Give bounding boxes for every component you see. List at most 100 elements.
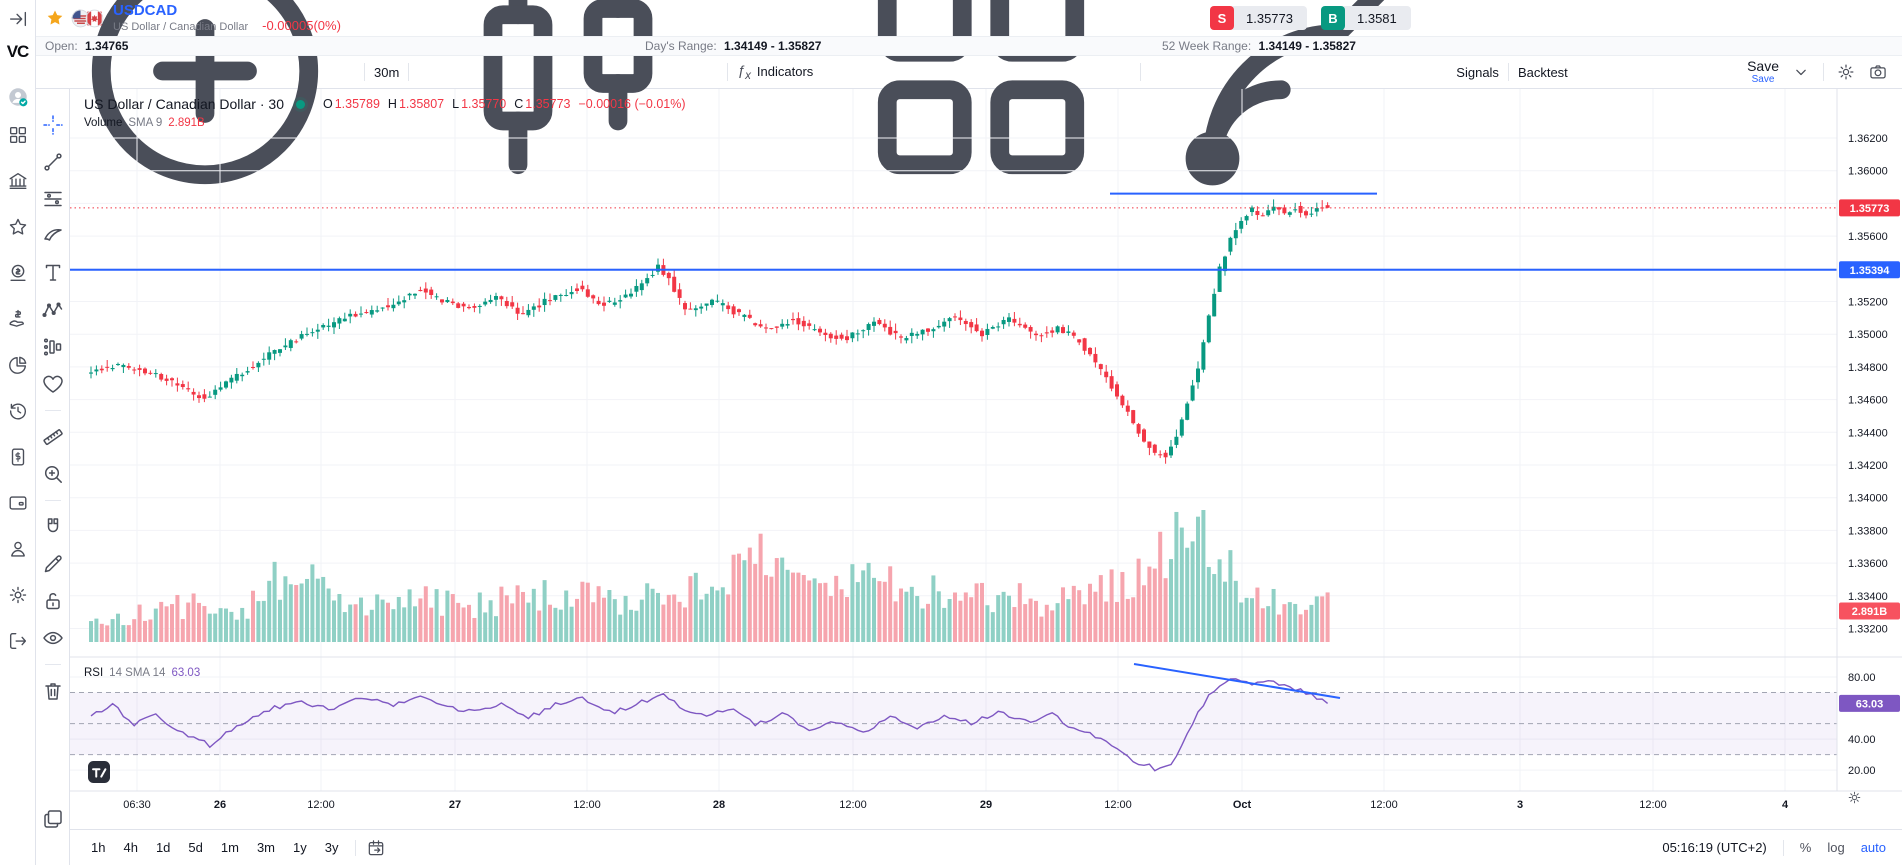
ohlc-l-label: L [452,97,460,111]
favorite-star-icon[interactable] [45,8,65,28]
payout-icon[interactable] [7,308,29,330]
coin-icon[interactable] [7,262,29,284]
legend-title[interactable]: US Dollar / Canadian Dollar · 30 [84,96,284,112]
range-1y[interactable]: 1y [293,840,307,855]
trash-icon[interactable] [41,679,65,703]
symbol-change: -0.00005(0%) [262,17,341,33]
range-4h[interactable]: 4h [123,840,138,855]
forecast-icon[interactable] [41,335,65,359]
range-5d[interactable]: 5d [188,840,203,855]
nav-rail: VC [0,0,36,865]
buy-button[interactable]: B [1321,6,1345,30]
svg-text:12:00: 12:00 [307,799,335,811]
lock-icon[interactable] [41,589,65,613]
gear-icon[interactable] [1836,62,1856,82]
avatar[interactable] [7,86,29,108]
wallet-icon[interactable] [7,492,29,514]
brush-icon[interactable] [41,224,65,248]
pie-chart-icon[interactable] [7,354,29,376]
buy-quote[interactable]: B 1.3581 [1321,6,1411,30]
signals-button[interactable]: Signals [1141,0,1508,224]
profile-icon[interactable] [7,538,29,560]
eye-icon[interactable] [41,626,65,650]
divider [44,664,61,665]
star-icon[interactable] [7,216,29,238]
layers-icon[interactable] [41,807,65,831]
vc-logo[interactable]: VC [6,42,30,61]
svg-text:1.35394: 1.35394 [1850,265,1891,277]
divider [1782,839,1784,856]
history-icon[interactable] [7,400,29,422]
svg-text:Oct: Oct [1233,799,1252,811]
logout-icon[interactable] [7,630,29,652]
price-chart-canvas[interactable]: 1.36200 1.36000 1.35600 1.35200 1.35000 1.348… [70,89,1902,829]
camera-icon[interactable] [1868,62,1888,82]
svg-text:1.34600: 1.34600 [1848,395,1888,407]
svg-text:26: 26 [214,799,226,811]
rsi-label[interactable]: RSI [84,667,104,679]
trendline-icon[interactable] [41,150,65,174]
divider [1140,63,1142,81]
svg-text:1.35000: 1.35000 [1848,329,1888,341]
divider [1823,63,1824,81]
sell-price: 1.35773 [1230,6,1307,30]
zoom-in-icon[interactable] [41,462,65,486]
percent-scale-button[interactable]: % [1799,840,1812,855]
clock[interactable]: 05:16:19 (UTC+2) [1662,840,1767,855]
open-label: Open: [45,39,78,53]
days-range-label: Day's Range: [645,39,717,53]
apps-grid-icon[interactable] [7,124,29,146]
range-1m[interactable]: 1m [220,840,239,855]
divider [1507,63,1509,81]
sell-button[interactable]: S [1210,6,1234,30]
go-to-date-icon[interactable] [366,838,386,858]
divider [44,410,61,411]
divider [727,63,729,81]
range-3y[interactable]: 3y [324,840,339,855]
range-1h[interactable]: 1h [91,840,106,855]
heart-icon[interactable] [41,372,65,396]
auto-scale-button[interactable]: auto [1860,840,1886,855]
main-column: USDCAD US Dollar / Canadian Dollar -0.00… [36,0,1902,865]
backtest-button[interactable]: Backtest [1517,64,1568,80]
interval-button[interactable]: 30m [374,64,400,80]
chevron-down-icon[interactable] [1791,62,1811,82]
svg-text:40.00: 40.00 [1848,734,1876,746]
symbol-name[interactable]: USDCAD [113,1,178,19]
svg-text:12:00: 12:00 [1104,799,1132,811]
svg-text:1.34200: 1.34200 [1848,460,1888,472]
range-1d[interactable]: 1d [155,840,171,855]
svg-text:1.35773: 1.35773 [1850,203,1890,215]
pencil-icon[interactable] [41,552,65,576]
sell-quote[interactable]: S 1.35773 [1210,6,1307,30]
crosshair-icon[interactable] [41,113,65,137]
xabcd-pattern-icon[interactable] [41,298,65,322]
range-3m[interactable]: 3m [256,840,275,855]
collapse-icon[interactable] [7,8,29,30]
indicators-button[interactable]: ƒx Indicators [728,62,822,82]
time-axis-settings-icon[interactable] [1847,790,1862,805]
bottom-bar-right: 05:16:19 (UTC+2) % log auto [1662,839,1886,856]
save-sub-label: Save [1751,74,1775,85]
svg-text:1.33400: 1.33400 [1848,591,1888,603]
svg-text:1.36000: 1.36000 [1848,166,1888,178]
bank-icon[interactable] [7,170,29,192]
tradingview-logo[interactable] [88,761,110,783]
svg-text:1.35200: 1.35200 [1848,297,1888,309]
ohlc-h-value: 1.35807 [398,97,445,111]
save-button[interactable]: Save Save [1747,59,1779,85]
ruler-icon[interactable] [41,425,65,449]
log-scale-button[interactable]: log [1827,840,1845,855]
svg-text:28: 28 [713,799,725,811]
settings-icon[interactable] [7,584,29,606]
svg-text:27: 27 [449,799,461,811]
svg-text:1.33800: 1.33800 [1848,525,1888,537]
volume-legend-label[interactable]: Volume [84,117,123,129]
fib-retracement-icon[interactable] [41,187,65,211]
statement-icon[interactable] [7,446,29,468]
magnet-icon[interactable] [41,515,65,539]
volume-value: 2.891B [168,117,205,129]
divider [364,63,365,81]
text-icon[interactable] [41,261,65,285]
